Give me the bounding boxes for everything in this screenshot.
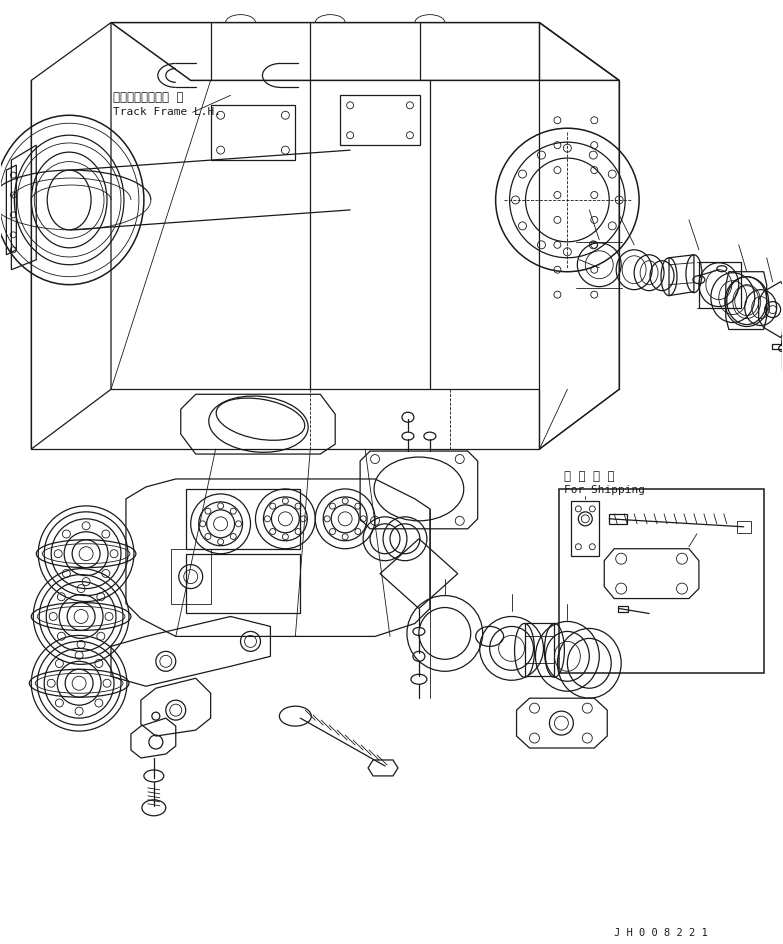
Bar — [171, 549, 211, 604]
Bar — [559, 489, 763, 674]
Bar — [572, 501, 599, 556]
Bar — [186, 489, 301, 549]
Bar — [211, 106, 295, 160]
Text: トラックフレーム  左: トラックフレーム 左 — [113, 92, 183, 104]
Text: 運  搬  部  品: 運 搬 部 品 — [565, 469, 615, 482]
Bar — [186, 554, 301, 614]
Text: For Shipping: For Shipping — [565, 484, 645, 495]
Text: J H 0 0 8 2 2 1: J H 0 0 8 2 2 1 — [614, 927, 708, 937]
Bar — [340, 96, 420, 146]
Text: Track Frame L.H.: Track Frame L.H. — [113, 108, 221, 117]
